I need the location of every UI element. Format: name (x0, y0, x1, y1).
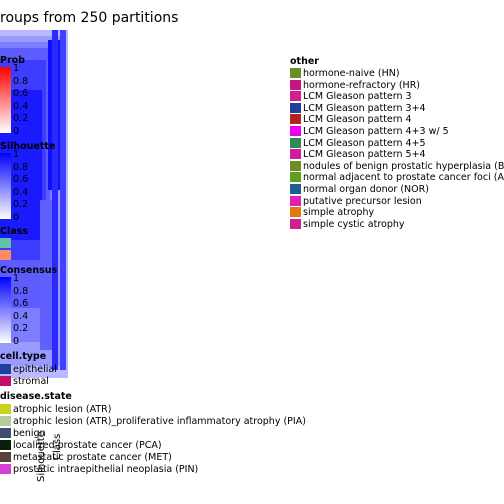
silhouette-tick-3: 0.4 (13, 186, 29, 198)
consensus-tick-5: 0 (13, 336, 20, 347)
other-swatch-2 (290, 91, 301, 102)
class-legend-swatch-2 (0, 250, 11, 260)
disease-state-label-3: localized prostate cancer (PCA) (13, 440, 162, 451)
other-swatch-13 (290, 218, 301, 229)
disease-state-label-1: atrophic lesion (ATR)_proliferative infl… (13, 416, 306, 427)
class-strip (60, 30, 66, 370)
consensus-tick-4: 0.2 (13, 323, 29, 335)
other-swatch-0 (290, 68, 301, 78)
disease-state-swatch-2 (0, 428, 11, 438)
prob-legend-colorbar (0, 67, 11, 133)
disease-state-label-4: metastatic prostate cancer (MET) (13, 452, 172, 463)
consensus-legend-title: Consensus (0, 265, 58, 276)
disease-state-label-0: atrophic lesion (ATR) (13, 404, 112, 415)
other-swatch-5 (290, 126, 301, 136)
other-swatch-7 (290, 149, 301, 160)
other-label-5: LCM Gleason pattern 4+3 w/ 5 (303, 126, 449, 137)
prob-tick-5: 0 (13, 126, 20, 137)
disease-state-legend-title: disease.state (0, 391, 72, 402)
other-swatch-10 (290, 184, 301, 194)
other-label-0: hormone-naive (HN) (303, 68, 400, 79)
prob-tick-3: 0.4 (13, 100, 29, 112)
heatmap-block-8 (40, 200, 52, 350)
silhouette-legend-title: Silhouette (0, 141, 56, 152)
other-swatch-1 (290, 79, 301, 90)
other-label-3: LCM Gleason pattern 3+4 (303, 102, 426, 114)
other-swatch-9 (290, 172, 301, 183)
consensus-tick-1: 0.8 (13, 285, 29, 297)
class-axis-label: Class (52, 433, 63, 460)
other-swatch-8 (290, 160, 301, 171)
silhouette-tick-0: 1 (13, 149, 20, 160)
disease-state-label-2: benign (13, 428, 46, 439)
disease-state-label-5: prostatic intraepithelial neoplasia (PIN… (13, 464, 199, 475)
other-label-4: LCM Gleason pattern 4 (303, 114, 412, 126)
prob-tick-2: 0.6 (13, 88, 29, 100)
silhouette-tick-4: 0.2 (13, 199, 29, 211)
other-label-10: normal organ donor (NOR) (303, 184, 429, 195)
disease-state-swatch-4 (0, 452, 11, 462)
consensus-tick-2: 0.6 (13, 298, 29, 310)
other-swatch-11 (290, 195, 301, 206)
cell-type-swatch-stromal (0, 376, 11, 386)
other-legend-title: other (290, 56, 319, 67)
silhouette-tick-1: 0.8 (13, 161, 29, 173)
consensus-legend-colorbar (0, 277, 11, 343)
chart-title: roups from 250 partitions (0, 10, 179, 26)
other-label-9: normal adjacent to prostate cancer foci … (303, 172, 504, 184)
other-swatch-6 (290, 137, 301, 148)
silhouette-axis-label: Silhouette (36, 431, 47, 482)
other-label-13: simple cystic atrophy (303, 218, 405, 230)
cell-type-legend-title: cell.type (0, 351, 47, 362)
disease-state-swatch-1 (0, 416, 11, 426)
other-label-8: nodules of benign prostatic hyperplasia … (303, 160, 504, 172)
other-label-11: putative precursor lesion (303, 195, 422, 207)
silhouette-tick-5: 0 (13, 212, 20, 223)
prob-tick-0: 1 (13, 63, 20, 74)
prob-legend-title: Prob (0, 55, 25, 66)
disease-state-swatch-5 (0, 464, 11, 474)
consensus-tick-3: 0.4 (13, 310, 29, 322)
cell-type-swatch-epithelial (0, 364, 11, 374)
prob-tick-1: 0.8 (13, 75, 29, 87)
other-label-12: simple atrophy (303, 207, 375, 219)
other-label-1: hormone-refractory (HR) (303, 79, 421, 91)
cell-type-label-epithelial: epithelial (13, 364, 57, 375)
silhouette-legend-colorbar (0, 153, 11, 219)
class-legend-title: Class (0, 226, 28, 237)
silhouette-tick-2: 0.6 (13, 174, 29, 186)
other-swatch-3 (290, 102, 301, 113)
class-legend-swatch-1 (0, 238, 11, 248)
other-swatch-12 (290, 207, 301, 218)
other-label-7: LCM Gleason pattern 5+4 (303, 149, 426, 161)
silhouette-strip (52, 30, 58, 370)
prob-tick-4: 0.2 (13, 113, 29, 125)
disease-state-swatch-0 (0, 404, 11, 414)
other-label-6: LCM Gleason pattern 4+5 (303, 137, 426, 149)
cell-type-label-stromal: stromal (13, 376, 49, 387)
disease-state-swatch-3 (0, 440, 11, 450)
consensus-tick-0: 1 (13, 273, 20, 284)
other-label-2: LCM Gleason pattern 3 (303, 91, 412, 103)
other-swatch-4 (290, 114, 301, 125)
